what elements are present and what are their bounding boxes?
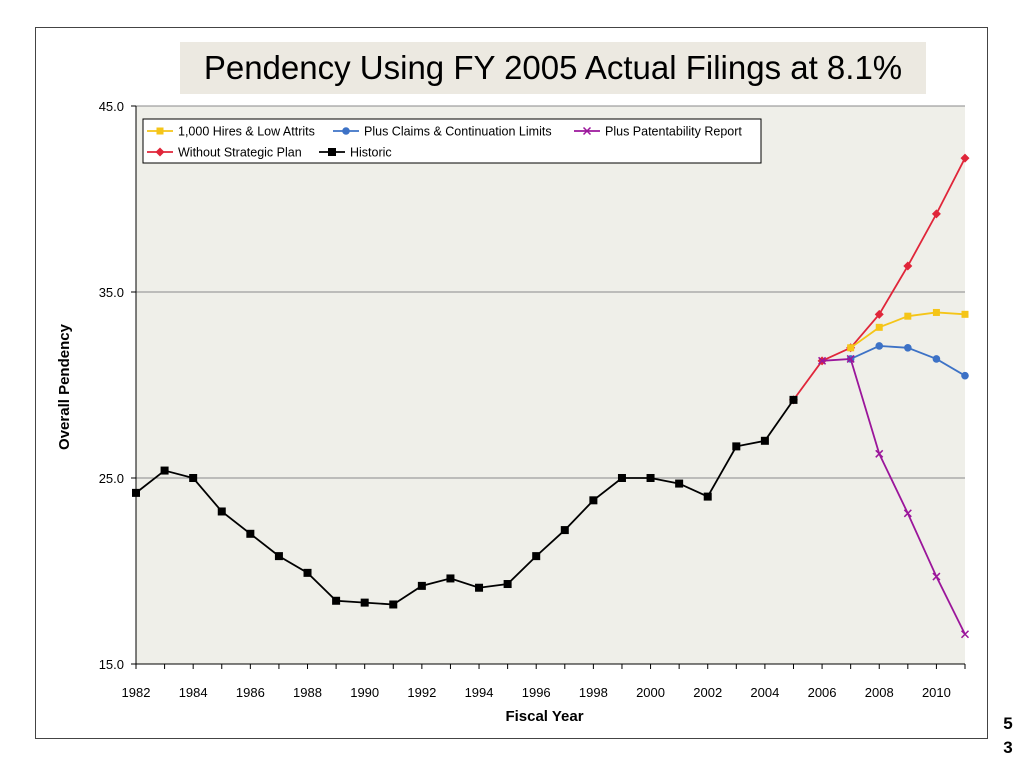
x-tick-label: 1988: [293, 685, 322, 700]
data-point-historic: [417, 581, 426, 590]
data-point-historic: [217, 507, 226, 516]
plot-area: [136, 106, 965, 664]
x-tick-label: 2000: [636, 685, 665, 700]
data-point-historic: [646, 474, 655, 482]
data-point-historic: [503, 580, 512, 589]
data-point-historic: [332, 596, 341, 605]
data-point-historic: [532, 552, 541, 561]
series-plus-patentability-report: [818, 354, 970, 639]
data-point-plus-patentability-report: [960, 630, 970, 639]
legend-marker-plus-patentability-report-stroke: [582, 126, 592, 136]
data-point-1-000-hires-low-attrits: [932, 308, 940, 316]
data-point-historic: [360, 598, 369, 607]
data-point-plus-patentability-report-stroke: [875, 449, 884, 458]
legend-marker-plus-patentability-report: [582, 126, 592, 136]
series-line-historic: [135, 399, 795, 606]
data-point-historic: [389, 600, 398, 609]
data-point-historic: [160, 466, 169, 475]
data-point-1-000-hires-low-attrits: [904, 312, 912, 320]
data-point-plus-patentability-report: [875, 449, 884, 458]
data-point-plus-patentability-report: [903, 509, 912, 518]
legend-entry-plus-patentability-report: Plus Patentability Report: [574, 125, 742, 139]
x-tick-label: 2006: [808, 685, 837, 700]
data-point-without-strategic-plan: [931, 209, 941, 219]
x-tick-label: 1990: [350, 685, 379, 700]
legend-label-1-000-hires-low-attrits: 1,000 Hires & Low Attrits: [178, 125, 315, 139]
x-tick-label: 2004: [750, 685, 779, 700]
x-tick-label: 1984: [179, 685, 208, 700]
data-point-plus-claims-continuation-limits: [932, 355, 941, 363]
data-point-1-000-hires-low-attrits: [961, 310, 969, 318]
data-point-plus-patentability-report-stroke: [932, 572, 941, 581]
data-point-plus-patentability-report-stroke: [903, 509, 912, 518]
legend-entry-without-strategic-plan: Without Strategic Plan: [147, 146, 302, 160]
legend-label-plus-claims-continuation-limits: Plus Claims & Continuation Limits: [364, 125, 552, 139]
data-point-without-strategic-plan: [903, 261, 913, 271]
series-1-000-hires-low-attrits: [847, 308, 969, 352]
series-historic: [132, 395, 798, 609]
data-point-historic: [132, 488, 140, 497]
legend-label-plus-patentability-report: Plus Patentability Report: [605, 125, 742, 139]
page-number: 53: [1003, 714, 1013, 757]
data-point-plus-patentability-report-stroke: [846, 354, 855, 363]
data-point-historic: [675, 479, 684, 488]
data-point-plus-patentability-report: [932, 572, 941, 581]
x-axis-title: Fiscal Year: [505, 708, 583, 725]
legend-marker-plus-claims-continuation-limits: [342, 127, 350, 135]
data-point-historic: [560, 526, 569, 535]
data-point-historic: [589, 496, 598, 505]
data-point-historic: [274, 552, 283, 561]
legend: 1,000 Hires & Low Attrits Plus Claims & C…: [142, 118, 762, 164]
data-point-historic: [760, 436, 769, 445]
data-point-plus-claims-continuation-limits: [961, 371, 969, 380]
data-point-plus-claims-continuation-limits: [875, 342, 884, 350]
x-tick-label: 1998: [579, 685, 608, 700]
x-tick-label: 1992: [407, 685, 436, 700]
legend-box: [142, 118, 762, 164]
data-point-historic: [303, 568, 312, 577]
legend-label-without-strategic-plan: Without Strategic Plan: [178, 146, 302, 160]
data-point-historic: [789, 395, 798, 404]
data-point-plus-patentability-report-stroke: [960, 630, 970, 639]
data-point-historic: [475, 583, 484, 592]
data-point-1-000-hires-low-attrits: [875, 323, 883, 331]
x-tick-label: 1986: [236, 685, 265, 700]
x-tick-label: 1982: [122, 685, 151, 700]
data-point-plus-patentability-report: [846, 354, 855, 363]
y-axis-title: Overall Pendency: [56, 323, 73, 450]
y-tick-label: 45.0: [99, 99, 124, 114]
data-point-historic: [617, 474, 626, 482]
data-point-plus-patentability-report-stroke: [818, 356, 827, 365]
slide-title: Pendency Using FY 2005 Actual Filings at…: [203, 49, 903, 86]
data-point-1-000-hires-low-attrits: [847, 344, 855, 352]
y-tick-label: 35.0: [99, 285, 124, 300]
legend-marker-without-strategic-plan: [155, 147, 165, 157]
data-point-plus-claims-continuation-limits: [904, 344, 912, 352]
data-point-historic: [446, 574, 455, 583]
y-tick-label: 25.0: [99, 471, 124, 486]
data-point-plus-patentability-report: [818, 356, 827, 365]
data-point-historic: [246, 529, 255, 538]
legend-entry-plus-claims-continuation-limits: Plus Claims & Continuation Limits: [333, 125, 552, 139]
slide-frame: [35, 27, 988, 739]
data-point-without-strategic-plan: [874, 309, 884, 319]
data-point-historic: [189, 474, 198, 482]
x-tick-label: 2008: [865, 685, 894, 700]
x-tick-label: 1994: [465, 685, 494, 700]
x-tick-label: 1996: [522, 685, 551, 700]
title-box: Pendency Using FY 2005 Actual Filings at…: [180, 42, 926, 94]
legend-entry-1-000-hires-low-attrits: 1,000 Hires & Low Attrits: [147, 125, 315, 139]
data-point-historic: [703, 492, 712, 501]
data-point-without-strategic-plan: [960, 153, 970, 163]
legend-label-historic: Historic: [350, 146, 392, 160]
x-tick-label: 2002: [693, 685, 722, 700]
y-tick-label: 15.0: [99, 657, 124, 672]
legend-marker-historic: [328, 148, 336, 156]
series-line-plus-patentability-report: [822, 358, 966, 635]
legend-marker-1-000-hires-low-attrits: [156, 127, 164, 135]
data-point-historic: [732, 442, 741, 451]
legend-entry-historic: Historic: [319, 146, 392, 160]
x-tick-label: 2010: [922, 685, 951, 700]
